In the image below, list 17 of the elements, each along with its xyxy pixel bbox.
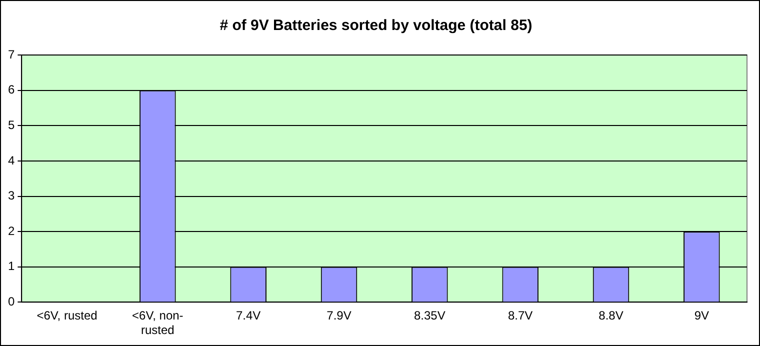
x-tick-label: 7.9V <box>326 308 352 323</box>
y-tick-label: 4 <box>8 153 15 168</box>
y-tick-label: 0 <box>8 294 15 309</box>
x-tick-label: <6V, non-rusted <box>132 308 184 338</box>
x-tick-label: 8.35V <box>414 308 446 323</box>
y-tick-label: 1 <box>8 259 15 274</box>
y-tick-label: 7 <box>8 47 15 62</box>
y-tick-label: 5 <box>8 118 15 132</box>
x-tick-label: 8.7V <box>508 308 533 323</box>
chart-title: # of 9V Batteries sorted by voltage (total 85) <box>220 17 532 34</box>
x-tick-label: 9V <box>694 308 710 323</box>
y-tick-label: 3 <box>8 188 15 203</box>
x-tick-label: <6V, rusted <box>36 308 98 323</box>
y-tick-label: 6 <box>8 82 15 97</box>
y-tick-label: 2 <box>8 224 15 238</box>
x-tick-label: 8.8V <box>598 308 624 323</box>
x-tick-label: 7.4V <box>236 308 261 323</box>
